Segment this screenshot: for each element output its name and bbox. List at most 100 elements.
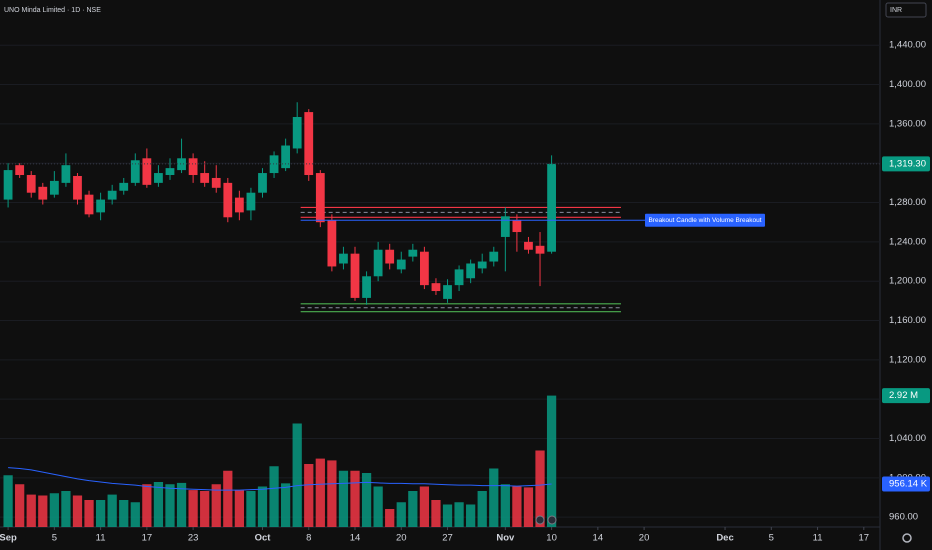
candle-body: [15, 165, 25, 176]
volume-bar: [546, 395, 557, 527]
volume-bar: [3, 475, 13, 527]
y-tick-label: 1,400.00: [889, 79, 926, 90]
candle-body: [246, 192, 256, 211]
volume-bar: [211, 484, 221, 527]
volume-bar: [500, 484, 510, 527]
candle-body: [535, 245, 545, 254]
volume-ma-label-bg: [882, 476, 930, 492]
x-tick-label: Sep: [0, 533, 17, 544]
volume-bar: [246, 491, 256, 527]
candle-body: [119, 182, 129, 191]
x-tick-label: 27: [442, 533, 453, 544]
settings-icon[interactable]: [902, 533, 912, 543]
volume-bar: [419, 486, 430, 527]
volume-bar: [119, 500, 129, 527]
volume-bar: [327, 460, 337, 527]
candle-body: [512, 220, 522, 233]
candle-body: [431, 283, 441, 292]
volume-bar: [396, 502, 406, 527]
candle-body: [96, 199, 105, 213]
volume-bar: [38, 495, 48, 527]
candle-body: [315, 173, 325, 223]
candle-body: [177, 158, 186, 171]
candle-body: [258, 173, 267, 193]
candle-body: [211, 177, 221, 188]
x-tick-label: 20: [396, 533, 407, 544]
x-tick-label: 17: [142, 533, 153, 544]
x-tick-label: 23: [188, 533, 199, 544]
y-tick-label: 1,160.00: [889, 315, 926, 326]
y-tick-label: 1,200.00: [889, 276, 926, 287]
candle-body: [234, 197, 244, 213]
volume-bar: [15, 484, 25, 527]
volume-bar: [454, 502, 464, 527]
y-tick-label: 1,280.00: [889, 197, 926, 208]
candle-body: [419, 251, 429, 286]
candle-body: [350, 253, 360, 298]
y-tick-label: 1,360.00: [889, 118, 926, 129]
candle-body: [373, 249, 383, 277]
volume-bar: [361, 473, 372, 527]
volume-label-bg: [882, 388, 930, 404]
annotation-box: [645, 213, 765, 227]
volume-bar: [26, 494, 36, 527]
x-tick-label: 8: [306, 533, 311, 544]
volume-bar: [234, 490, 244, 527]
candle-body: [84, 194, 94, 215]
volume-bar: [385, 509, 395, 527]
candle-body: [38, 186, 48, 200]
volume-bar: [442, 504, 453, 527]
x-tick-label: 14: [593, 533, 604, 544]
candle-body: [61, 165, 71, 183]
candle-body: [223, 182, 233, 218]
candle-body: [107, 190, 117, 200]
volume-bar: [153, 482, 164, 527]
volume-bar: [269, 466, 279, 527]
candle-body: [408, 249, 418, 257]
volume-label: 2.92 M: [889, 390, 918, 401]
candle-body: [188, 158, 198, 176]
event-icons: [535, 515, 557, 525]
volume-bar: [523, 487, 534, 527]
volume-bar: [107, 494, 117, 527]
x-tick-label: 10: [546, 533, 557, 544]
volume-bar: [61, 491, 71, 527]
candle-body: [73, 175, 82, 200]
plot-area: [0, 44, 880, 527]
candle-body: [524, 241, 533, 250]
candle-body: [547, 163, 556, 252]
candle-body: [304, 112, 314, 176]
volume-ma-label: 956.14 K: [889, 478, 928, 489]
candle-body: [142, 158, 152, 185]
currency-button[interactable]: [885, 2, 927, 18]
candle-body: [396, 259, 406, 270]
x-tick-label: 14: [350, 533, 361, 544]
volume-bar: [142, 484, 152, 527]
candle-body: [327, 220, 337, 267]
x-tick-label: Oct: [255, 533, 272, 544]
volume-bar: [315, 458, 325, 527]
volume-bar: [188, 490, 198, 527]
candle-body: [489, 251, 499, 262]
candle-body: [477, 261, 487, 269]
x-tick-label: 20: [639, 533, 650, 544]
volume-bar: [408, 491, 418, 527]
volume-bar: [72, 495, 83, 527]
volume-bar: [350, 470, 360, 527]
candle-body: [292, 117, 302, 149]
candle-body: [500, 216, 510, 237]
x-tick-label: 11: [96, 533, 106, 544]
volume-bar: [49, 493, 59, 527]
volume-bar: [165, 484, 175, 527]
volume-bar: [95, 500, 106, 527]
volume-bar: [373, 486, 383, 527]
candle-body: [49, 180, 59, 195]
volume-bar: [431, 500, 441, 527]
volume-bar: [84, 500, 94, 527]
volume-bar: [304, 464, 314, 527]
x-tick-label: 5: [52, 533, 57, 544]
annotation-text: Breakout Candle with Volume Breakout: [648, 217, 761, 224]
x-tick-label: 5: [769, 533, 774, 544]
